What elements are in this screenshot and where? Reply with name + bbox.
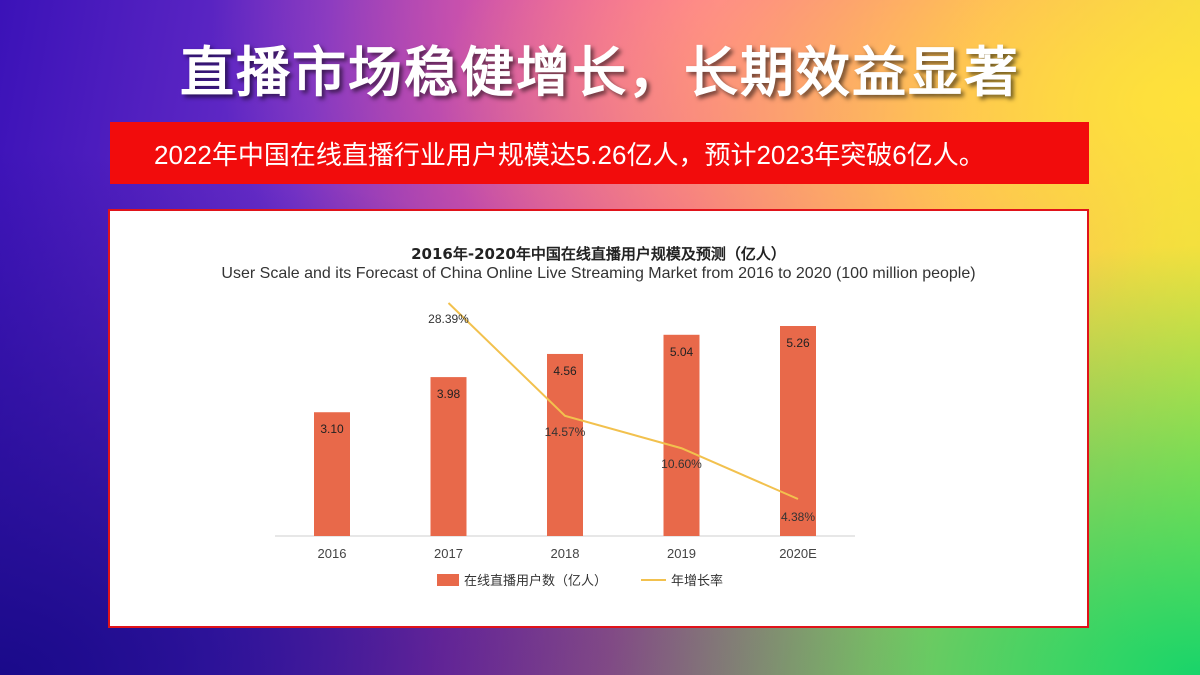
bar-label-2018: 4.56: [553, 364, 577, 378]
bar-label-2016: 3.10: [320, 422, 344, 436]
growth-rate-line: [447, 302, 799, 500]
chart-panel: 2016年-2020年中国在线直播用户规模及预测（亿人） User Scale …: [108, 209, 1089, 628]
x-tick-2019: 2019: [667, 546, 696, 561]
x-tick-2018: 2018: [551, 546, 580, 561]
x-tick-2020E: 2020E: [779, 546, 817, 561]
chart-title: 2016年-2020年中国在线直播用户规模及预测（亿人）: [411, 245, 786, 263]
summary-banner: 2022年中国在线直播行业用户规模达5.26亿人，预计2023年突破6亿人。: [110, 122, 1089, 184]
bar-label-2019: 5.04: [670, 345, 694, 359]
x-tick-2016: 2016: [318, 546, 347, 561]
slide-title: 直播市场稳健增长，长期效益显著: [180, 41, 1020, 104]
bar-2016: [314, 412, 350, 536]
growth-label-2017: 28.39%: [428, 312, 469, 326]
x-tick-2017: 2017: [434, 546, 463, 561]
growth-label-2019: 10.60%: [661, 457, 702, 471]
bar-label-2020E: 5.26: [786, 336, 810, 350]
growth-label-2020E: 4.38%: [781, 510, 815, 524]
bar-label-2017: 3.98: [437, 387, 461, 401]
bar-2018: [547, 353, 583, 536]
bar-2020E: [780, 326, 816, 536]
legend-line-label: 年增长率: [671, 573, 723, 589]
bar-2019: [663, 334, 700, 536]
legend-bar-swatch: [437, 574, 459, 586]
legend-bar-label: 在线直播用户数（亿人）: [464, 573, 607, 589]
chart-canvas: 3.10 3.98 4.56 5.04 5.26 2016 2017 2018 2019 2020…: [275, 302, 855, 589]
bar-2017: [430, 377, 467, 536]
chart-subtitle: User Scale and its Forecast of China Onl…: [221, 265, 976, 282]
growth-label-2018: 14.57%: [545, 425, 586, 439]
summary-banner-text: 2022年中国在线直播行业用户规模达5.26亿人，预计2023年突破6亿人。: [154, 139, 985, 170]
